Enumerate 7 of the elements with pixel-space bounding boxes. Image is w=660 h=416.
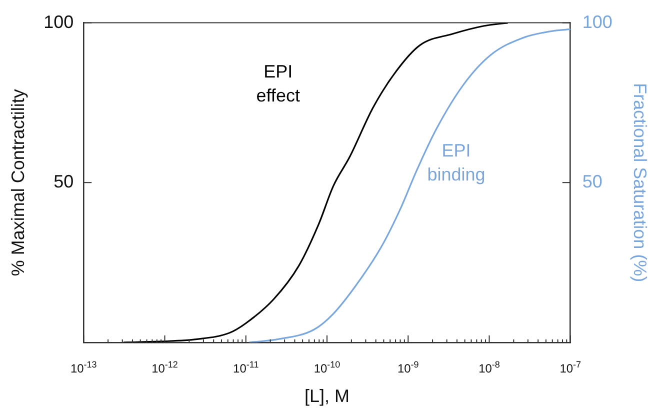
- y2-axis-title: Fractional Saturation (%): [630, 83, 650, 282]
- text: EPI effect: [256, 61, 300, 106]
- series-label: EPI binding: [427, 140, 486, 184]
- y-axis-title: % Maximal Contractility: [8, 89, 28, 276]
- x-axis-title: [L], M: [304, 386, 350, 406]
- y2-tick-label: 50: [582, 172, 602, 192]
- y2-tick-label: 100: [582, 12, 612, 32]
